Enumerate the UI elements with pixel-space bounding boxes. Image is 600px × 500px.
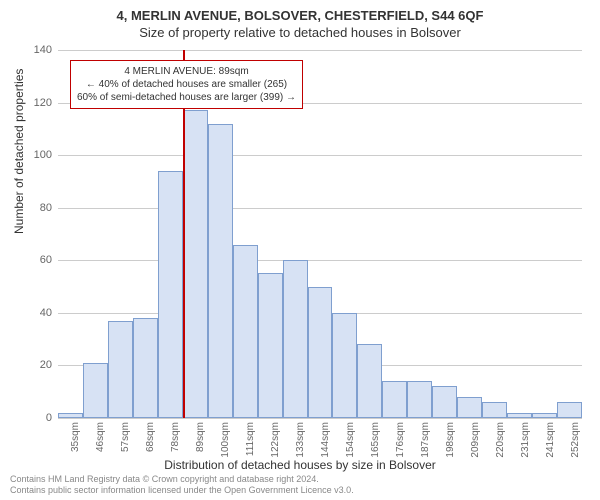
histogram-bar <box>208 124 233 418</box>
grid-line <box>58 155 582 156</box>
annotation-callout: 4 MERLIN AVENUE: 89sqm← 40% of detached … <box>70 60 303 109</box>
annotation-line: 60% of semi-detached houses are larger (… <box>77 91 296 104</box>
x-tick-label: 252sqm <box>570 422 581 462</box>
histogram-bar <box>233 245 258 418</box>
chart-title-address: 4, MERLIN AVENUE, BOLSOVER, CHESTERFIELD… <box>0 0 600 23</box>
x-tick-label: 144sqm <box>320 422 331 462</box>
footer-line-2: Contains public sector information licen… <box>10 485 354 496</box>
histogram-bar <box>532 413 557 418</box>
x-tick-label: 46sqm <box>95 422 106 462</box>
grid-line <box>58 50 582 51</box>
x-tick-label: 231sqm <box>520 422 531 462</box>
x-tick-label: 176sqm <box>395 422 406 462</box>
histogram-bar <box>507 413 532 418</box>
y-tick-label: 40 <box>22 307 52 319</box>
histogram-bar <box>58 413 83 418</box>
histogram-bar <box>457 397 482 418</box>
histogram-bar <box>108 321 133 418</box>
x-tick-label: 89sqm <box>195 422 206 462</box>
histogram-bar <box>357 344 382 418</box>
x-tick-label: 187sqm <box>420 422 431 462</box>
y-tick-label: 60 <box>22 254 52 266</box>
histogram-bar <box>158 171 183 418</box>
y-tick-label: 100 <box>22 149 52 161</box>
chart-plot-area: 02040608010012014035sqm46sqm57sqm68sqm78… <box>58 50 582 418</box>
x-tick-label: 198sqm <box>445 422 456 462</box>
x-tick-label: 100sqm <box>220 422 231 462</box>
annotation-line: 4 MERLIN AVENUE: 89sqm <box>77 65 296 78</box>
histogram-bar <box>308 287 333 418</box>
histogram-bar <box>258 273 283 418</box>
histogram-bar <box>382 381 407 418</box>
grid-line <box>58 418 582 419</box>
x-tick-label: 133sqm <box>295 422 306 462</box>
x-axis-label: Distribution of detached houses by size … <box>0 458 600 472</box>
x-tick-label: 57sqm <box>120 422 131 462</box>
y-tick-label: 120 <box>22 97 52 109</box>
x-tick-label: 111sqm <box>245 422 256 462</box>
x-tick-label: 154sqm <box>345 422 356 462</box>
histogram-bar <box>407 381 432 418</box>
y-tick-label: 0 <box>22 412 52 424</box>
y-tick-label: 140 <box>22 44 52 56</box>
x-tick-label: 165sqm <box>370 422 381 462</box>
histogram-bar <box>83 363 108 418</box>
histogram-bar <box>482 402 507 418</box>
y-tick-label: 20 <box>22 359 52 371</box>
histogram-bar <box>183 110 208 418</box>
histogram-bar <box>133 318 158 418</box>
grid-line <box>58 260 582 261</box>
grid-line <box>58 208 582 209</box>
y-tick-label: 80 <box>22 202 52 214</box>
footer-line-1: Contains HM Land Registry data © Crown c… <box>10 474 354 485</box>
chart-subtitle: Size of property relative to detached ho… <box>0 23 600 40</box>
x-tick-label: 209sqm <box>470 422 481 462</box>
x-tick-label: 220sqm <box>495 422 506 462</box>
attribution-footer: Contains HM Land Registry data © Crown c… <box>10 474 354 496</box>
x-tick-label: 122sqm <box>270 422 281 462</box>
histogram-bar <box>283 260 308 418</box>
histogram-bar <box>332 313 357 418</box>
x-tick-label: 35sqm <box>70 422 81 462</box>
annotation-line: ← 40% of detached houses are smaller (26… <box>77 78 296 91</box>
histogram-bar <box>557 402 582 418</box>
x-tick-label: 78sqm <box>170 422 181 462</box>
x-tick-label: 241sqm <box>545 422 556 462</box>
histogram-bar <box>432 386 457 418</box>
x-tick-label: 68sqm <box>145 422 156 462</box>
